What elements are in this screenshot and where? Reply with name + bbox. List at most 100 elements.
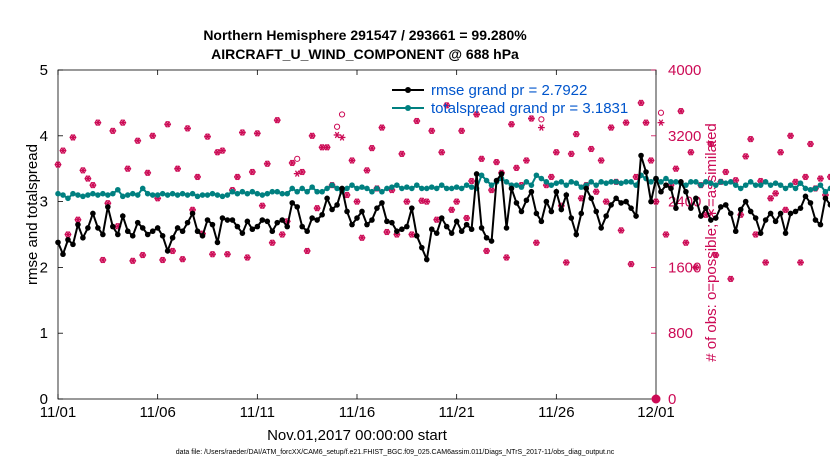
totalspread-point bbox=[164, 192, 171, 198]
rmse-point bbox=[588, 195, 595, 202]
rmse-point bbox=[623, 198, 629, 205]
rmse-point bbox=[767, 210, 774, 217]
rmse-point bbox=[757, 230, 764, 236]
totalspread-point bbox=[244, 190, 251, 197]
obs-assimilated-point bbox=[303, 247, 311, 255]
rmse-point bbox=[633, 213, 639, 219]
rmse-point bbox=[643, 169, 649, 175]
obs-assimilated-point bbox=[343, 191, 351, 199]
obs-assimilated-point bbox=[537, 124, 545, 131]
rmse-point bbox=[638, 152, 644, 159]
obs-assimilated-stroke bbox=[140, 251, 145, 259]
rmse-point bbox=[209, 221, 216, 228]
totalspread-point bbox=[797, 180, 804, 186]
totalspread-point bbox=[698, 182, 704, 188]
rmse-point bbox=[294, 204, 301, 210]
rmse-point bbox=[239, 230, 246, 236]
obs-assimilated-stroke bbox=[404, 198, 410, 205]
obs-assimilated-stroke bbox=[618, 227, 624, 234]
obs-assimilated-stroke bbox=[588, 145, 594, 153]
rmse-point bbox=[269, 228, 276, 235]
obs-assimilated-point bbox=[463, 214, 471, 222]
totalspread-point bbox=[304, 188, 310, 195]
obs-assimilated-point bbox=[732, 176, 740, 184]
obs-assimilated-point bbox=[458, 127, 466, 135]
obs-assimilated-point bbox=[413, 117, 421, 125]
totalspread-point bbox=[105, 192, 111, 198]
rmse-point bbox=[518, 208, 525, 215]
x-tick-label: 11/26 bbox=[538, 404, 574, 421]
obs-assimilated-stroke bbox=[798, 259, 803, 266]
obs-assimilated-stroke bbox=[549, 173, 554, 181]
obs-assimilated-stroke bbox=[150, 132, 155, 140]
obs-assimilated-stroke bbox=[469, 177, 474, 185]
legend-entry: rmse grand pr = 2.7922 bbox=[431, 82, 587, 99]
rmse-point bbox=[727, 210, 734, 217]
legend-entry: totalspread grand pr = 3.1831 bbox=[431, 100, 628, 117]
obs-assimilated-stroke bbox=[623, 119, 629, 126]
rmse-point bbox=[722, 202, 729, 208]
obs-assimilated-point bbox=[722, 168, 730, 176]
rmse-point bbox=[523, 197, 530, 204]
obs-assimilated-point bbox=[562, 259, 570, 266]
obs-assimilated-stroke bbox=[90, 181, 96, 189]
obs-assimilated-point bbox=[567, 150, 575, 158]
rmse-point bbox=[747, 208, 754, 215]
obs-assimilated-stroke bbox=[753, 231, 758, 238]
totalspread-point bbox=[60, 192, 66, 198]
rmse-point bbox=[244, 218, 251, 225]
obs-assimilated-point bbox=[533, 239, 540, 246]
rmse-point bbox=[234, 223, 241, 230]
rmse-point bbox=[772, 218, 779, 225]
rmse-point bbox=[274, 219, 281, 226]
totalspread-point bbox=[139, 185, 146, 192]
obs-assimilated-stroke bbox=[529, 115, 534, 122]
rmse-point bbox=[379, 200, 385, 206]
rmse-point bbox=[254, 223, 261, 230]
totalspread-point bbox=[324, 185, 330, 192]
obs-assimilated-point bbox=[572, 130, 580, 138]
rmse-point bbox=[319, 211, 325, 218]
obs-assimilated-point bbox=[443, 102, 451, 109]
obs-assimilated-stroke bbox=[225, 250, 230, 258]
obs-assimilated-stroke bbox=[638, 99, 644, 107]
legend-marker bbox=[405, 87, 411, 93]
rmse-point bbox=[548, 208, 555, 215]
totalspread-point bbox=[568, 179, 575, 185]
obs-assimilated-stroke bbox=[574, 130, 579, 138]
x-tick-label: 11/06 bbox=[139, 404, 175, 421]
obs-assimilated-stroke bbox=[793, 178, 798, 186]
totalspread-point bbox=[752, 182, 759, 188]
rmse-point bbox=[154, 225, 161, 231]
obs-assimilated-point bbox=[448, 206, 456, 214]
rmse-point bbox=[578, 210, 585, 217]
obs-assimilated-stroke bbox=[60, 147, 66, 154]
obs-assimilated-point bbox=[288, 159, 296, 167]
obs-assimilated-point bbox=[403, 198, 411, 205]
totalspread-point bbox=[204, 192, 211, 198]
totalspread-point bbox=[553, 180, 560, 186]
rmse-point bbox=[822, 195, 829, 202]
obs-assimilated-stroke bbox=[369, 144, 375, 152]
obs-assimilated-point bbox=[727, 275, 735, 283]
totalspread-point bbox=[379, 188, 385, 195]
totalspread-point bbox=[463, 182, 470, 188]
obs-assimilated-stroke bbox=[210, 250, 215, 258]
obs-assimilated-stroke bbox=[688, 148, 694, 156]
rmse-point bbox=[603, 213, 609, 219]
obs-assimilated-stroke bbox=[135, 137, 140, 145]
totalspread-point bbox=[344, 185, 350, 192]
rmse-point bbox=[314, 217, 320, 223]
obs-assimilated-point bbox=[607, 124, 615, 131]
obs-assimilated-stroke bbox=[175, 165, 180, 172]
rmse-point bbox=[214, 239, 221, 246]
totalspread-point bbox=[229, 188, 236, 195]
obs-assimilated-point bbox=[358, 234, 366, 242]
totalspread-point bbox=[608, 179, 614, 185]
totalspread-point bbox=[154, 192, 161, 198]
rmse-series bbox=[55, 152, 830, 264]
obs-assimilated-stroke bbox=[275, 116, 280, 124]
obs-assimilated-point bbox=[59, 147, 67, 154]
obs-assimilated-stroke bbox=[334, 131, 340, 139]
